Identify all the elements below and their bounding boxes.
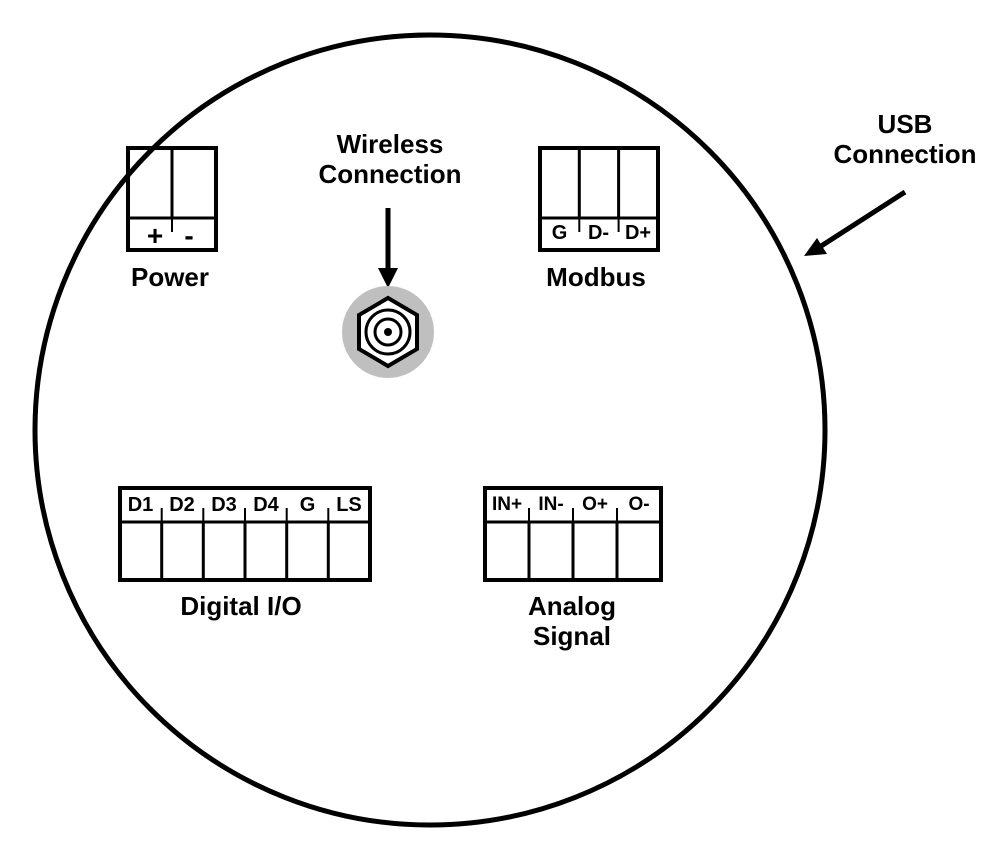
wireless-connector-dot (384, 328, 392, 336)
diagram-svg (0, 0, 1000, 858)
diagram-canvas: USB Connection Wireless Connection Power… (0, 0, 1000, 858)
usb-arrow-line (815, 192, 905, 250)
modbus-block-rect (540, 148, 658, 250)
device-outline-circle (35, 35, 825, 825)
wireless-arrow-head (378, 268, 398, 288)
